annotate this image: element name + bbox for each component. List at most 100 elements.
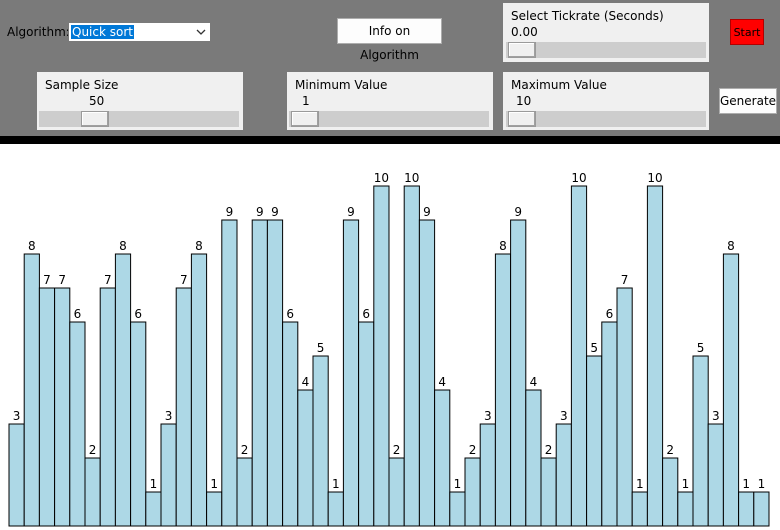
bar-20 [312, 355, 329, 527]
bar-label-47: 8 [727, 239, 735, 253]
tickrate-value: 0.00 [511, 25, 538, 39]
bar-9 [145, 491, 162, 527]
bar-label-15: 2 [241, 443, 249, 457]
bar-23 [358, 321, 375, 527]
generate-button[interactable]: Generate [719, 88, 777, 114]
minimum-value-panel: Minimum Value 1 [287, 72, 493, 130]
sample-size-slider-thumb[interactable] [81, 111, 109, 127]
bar-label-49: 1 [758, 477, 766, 491]
bar-0 [8, 423, 25, 527]
maximum-value-slider-thumb[interactable] [508, 111, 536, 127]
start-button[interactable]: Start [730, 19, 764, 45]
bar-label-7: 8 [119, 239, 127, 253]
bar-34 [525, 389, 542, 527]
maximum-value-slider[interactable] [506, 111, 706, 127]
chevron-down-icon [196, 29, 206, 35]
bar-label-10: 3 [165, 409, 173, 423]
bar-label-27: 9 [423, 205, 431, 219]
tickrate-slider-thumb[interactable] [508, 42, 536, 58]
bar-label-2: 7 [43, 273, 51, 287]
bar-39 [601, 321, 618, 527]
bar-26 [403, 185, 420, 527]
bar-label-1: 8 [28, 239, 36, 253]
minimum-value-value: 1 [302, 94, 310, 108]
bar-21 [327, 491, 344, 527]
bar-19 [297, 389, 314, 527]
bar-label-0: 3 [13, 409, 21, 423]
bar-36 [555, 423, 572, 527]
minimum-value-title: Minimum Value [295, 78, 388, 92]
bar-label-43: 2 [666, 443, 674, 457]
bar-label-46: 3 [712, 409, 720, 423]
bar-17 [266, 219, 284, 527]
algorithm-selected-value: Quick sort [71, 25, 134, 39]
bar-41 [631, 491, 648, 527]
minimum-value-slider[interactable] [289, 111, 489, 127]
tickrate-panel: Select Tickrate (Seconds) 0.00 [503, 3, 709, 62]
sample-size-title: Sample Size [45, 78, 119, 92]
bar-label-23: 6 [362, 307, 370, 321]
bar-49 [753, 491, 770, 527]
tickrate-title: Select Tickrate (Seconds) [511, 9, 664, 23]
bar-8 [130, 321, 147, 527]
bar-label-18: 6 [286, 307, 294, 321]
bar-label-11: 7 [180, 273, 188, 287]
bar-label-38: 5 [590, 341, 598, 355]
info-on-algorithm-button[interactable]: Info on Algorithm [337, 18, 442, 62]
bar-35 [540, 457, 557, 527]
bar-label-45: 5 [697, 341, 705, 355]
bar-label-9: 1 [150, 477, 158, 491]
algorithm-select[interactable]: Quick sort [68, 22, 211, 42]
bar-label-34: 4 [530, 375, 538, 389]
bar-label-30: 2 [469, 443, 477, 457]
bar-44 [677, 491, 694, 527]
bar-48 [738, 491, 755, 527]
bar-45 [692, 355, 709, 527]
bar-29 [449, 491, 466, 527]
bar-1 [23, 253, 40, 527]
bar-label-36: 3 [560, 409, 568, 423]
bar-15 [236, 457, 253, 527]
bar-31 [479, 423, 496, 527]
bar-label-4: 6 [74, 307, 82, 321]
bar-label-35: 2 [545, 443, 553, 457]
toolbar: Algorithm: Quick sort Info on Algorithm … [0, 0, 780, 136]
bar-label-26: 10 [404, 171, 419, 185]
bar-label-48: 1 [742, 477, 750, 491]
bar-47 [722, 253, 740, 527]
bar-46 [707, 423, 724, 527]
bar-28 [434, 389, 451, 527]
bar-5 [84, 457, 101, 527]
bar-3 [54, 287, 71, 527]
bar-24 [373, 185, 390, 527]
sample-size-slider[interactable] [39, 111, 239, 127]
bar-label-8: 6 [134, 307, 142, 321]
sample-size-panel: Sample Size 50 [37, 72, 243, 130]
tickrate-slider[interactable] [506, 42, 706, 58]
bar-label-21: 1 [332, 477, 340, 491]
bar-label-5: 2 [89, 443, 97, 457]
bar-label-22: 9 [347, 205, 355, 219]
bar-37 [570, 185, 588, 527]
bar-label-32: 8 [499, 239, 507, 253]
bar-40 [616, 287, 633, 527]
maximum-value-value: 10 [516, 94, 532, 108]
bar-43 [662, 457, 679, 527]
bar-label-44: 1 [682, 477, 690, 491]
bar-label-37: 10 [571, 171, 586, 185]
algorithm-label: Algorithm: [7, 25, 70, 39]
bar-label-17: 9 [271, 205, 279, 219]
bar-label-24: 10 [374, 171, 389, 185]
bar-label-25: 2 [393, 443, 401, 457]
bar-label-3: 7 [58, 273, 66, 287]
bar-label-12: 8 [195, 239, 203, 253]
bar-2 [38, 287, 56, 527]
bar-label-14: 9 [226, 205, 234, 219]
bar-13 [206, 491, 223, 527]
minimum-value-slider-thumb[interactable] [291, 111, 319, 127]
bar-14 [221, 219, 238, 527]
maximum-value-title: Maximum Value [511, 78, 607, 92]
bar-label-33: 9 [514, 205, 522, 219]
bar-30 [464, 457, 481, 527]
bar-7 [114, 253, 132, 527]
